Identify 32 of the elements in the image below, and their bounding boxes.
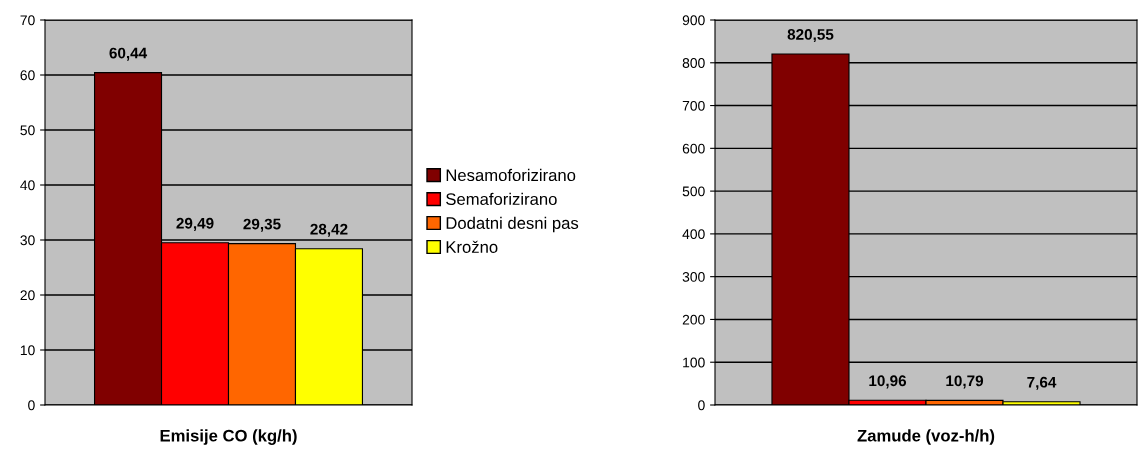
legend-label: Dodatni desni pas — [446, 216, 579, 233]
data-label: 60,44 — [109, 47, 148, 61]
legend-label: Krožno — [446, 240, 498, 253]
y-tick-label: 40 — [20, 180, 35, 191]
y-tick-label: 30 — [20, 235, 35, 246]
y-tick-label: 700 — [682, 100, 705, 111]
y-tick-label: 60 — [20, 70, 35, 81]
data-label: 29,49 — [176, 217, 214, 231]
legend-label: Semaforizirano — [446, 192, 557, 206]
data-label: 28,42 — [310, 223, 348, 237]
y-tick-label: 600 — [682, 143, 705, 154]
data-label: 820,55 — [787, 29, 834, 43]
data-label: 29,35 — [243, 218, 281, 232]
y-tick-label: 50 — [20, 125, 35, 136]
y-tick-label: 0 — [698, 400, 705, 411]
y-tick-label: 800 — [682, 58, 705, 68]
y-tick-label: 900 — [682, 15, 705, 26]
data-label: 7,64 — [1027, 376, 1057, 390]
y-tick-label: 100 — [683, 357, 705, 368]
y-tick-label: 70 — [20, 15, 35, 26]
y-tick-label: 200 — [682, 314, 705, 325]
x-axis-title: Emisije CO (kg/h) — [160, 429, 297, 445]
x-axis-title: Zamude (voz-h/h) — [857, 429, 995, 445]
data-label: 10,96 — [869, 375, 907, 389]
y-tick-label: 300 — [682, 272, 705, 282]
data-label: 10,79 — [946, 375, 984, 389]
y-tick-label: 10 — [20, 345, 35, 356]
y-tick-label: 500 — [682, 186, 705, 197]
legend-label: Nesamoforizirano — [446, 168, 576, 182]
y-tick-label: 20 — [20, 290, 35, 301]
y-tick-label: 0 — [28, 400, 35, 411]
y-tick-label: 400 — [682, 229, 705, 240]
